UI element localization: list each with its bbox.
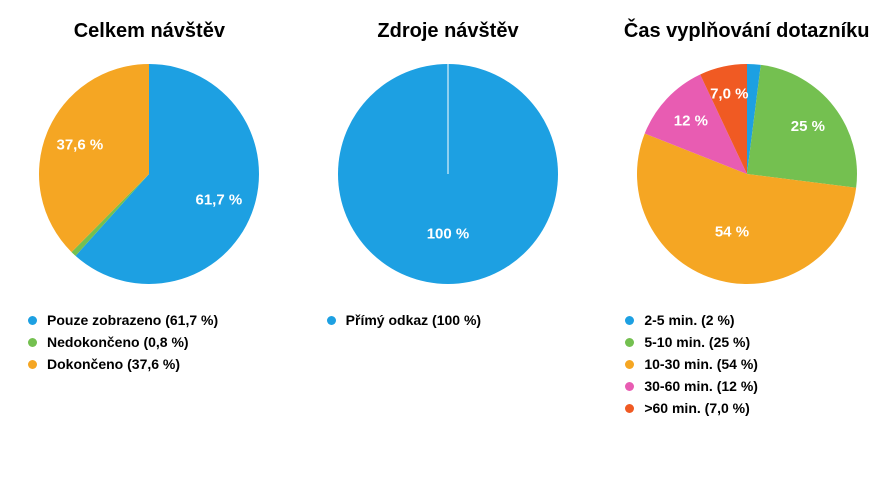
pie-chart: 61,7 % 37,6 % xyxy=(34,59,264,289)
chart-title: Čas vyplňování dotazníku xyxy=(624,20,870,43)
legend-dot-icon xyxy=(28,338,37,347)
chart-panel: Čas vyplňování dotazníku 25 % 54 % 12 %7,0 … xyxy=(597,0,896,502)
pie-chart: 100 % xyxy=(333,59,563,289)
legend-item: 10-30 min. (54 %) xyxy=(625,356,758,372)
legend-item: Přímý odkaz (100 %) xyxy=(327,312,481,328)
legend: Pouze zobrazeno (61,7 %) Nedokončeno (0,8… xyxy=(6,312,218,378)
legend-dot-icon xyxy=(625,404,634,413)
chart-panels: Celkem návštěv 61,7 % 37,6 % Pouze zobrazen… xyxy=(0,0,896,502)
legend-label: Pouze zobrazeno (61,7 %) xyxy=(47,312,218,328)
legend-item: Nedokončeno (0,8 %) xyxy=(28,334,218,350)
legend-label: 30-60 min. (12 %) xyxy=(644,378,758,394)
legend-label: 5-10 min. (25 %) xyxy=(644,334,750,350)
legend-dot-icon xyxy=(625,382,634,391)
legend-label: 10-30 min. (54 %) xyxy=(644,356,758,372)
slice-label: 61,7 % xyxy=(196,192,243,209)
slice-label: 25 % xyxy=(790,118,824,135)
legend-label: Dokončeno (37,6 %) xyxy=(47,356,180,372)
chart-panel: Celkem návštěv 61,7 % 37,6 % Pouze zobrazen… xyxy=(0,0,299,502)
pie-wrap: 100 % xyxy=(333,59,563,294)
slice-label: 37,6 % xyxy=(57,136,104,153)
legend-item: 30-60 min. (12 %) xyxy=(625,378,758,394)
chart-panel: Zdroje návštěv 100 % Přímý odkaz (100 %) xyxy=(299,0,598,502)
pie-chart: 25 % 54 % 12 %7,0 % xyxy=(632,59,862,289)
pie-wrap: 25 % 54 % 12 %7,0 % xyxy=(632,59,862,294)
legend-dot-icon xyxy=(625,316,634,325)
legend-item: 5-10 min. (25 %) xyxy=(625,334,758,350)
slice-label: 54 % xyxy=(715,224,749,241)
legend-item: Dokončeno (37,6 %) xyxy=(28,356,218,372)
legend-dot-icon xyxy=(28,360,37,369)
chart-title: Zdroje návštěv xyxy=(377,20,518,43)
legend-dot-icon xyxy=(625,360,634,369)
chart-title: Celkem návštěv xyxy=(74,20,225,43)
legend-label: >60 min. (7,0 %) xyxy=(644,400,749,416)
legend-label: Nedokončeno (0,8 %) xyxy=(47,334,189,350)
legend-dot-icon xyxy=(28,316,37,325)
legend-label: Přímý odkaz (100 %) xyxy=(346,312,481,328)
slice-label: 100 % xyxy=(427,225,470,242)
slice-label: 7,0 % xyxy=(710,86,748,103)
legend-item: 2-5 min. (2 %) xyxy=(625,312,758,328)
legend-item: Pouze zobrazeno (61,7 %) xyxy=(28,312,218,328)
legend-label: 2-5 min. (2 %) xyxy=(644,312,734,328)
legend-dot-icon xyxy=(327,316,336,325)
legend-item: >60 min. (7,0 %) xyxy=(625,400,758,416)
legend: Přímý odkaz (100 %) xyxy=(305,312,481,334)
slice-label: 12 % xyxy=(673,112,707,129)
legend: 2-5 min. (2 %) 5-10 min. (25 %) 10-30 min.… xyxy=(603,312,758,422)
legend-dot-icon xyxy=(625,338,634,347)
pie-wrap: 61,7 % 37,6 % xyxy=(34,59,264,294)
